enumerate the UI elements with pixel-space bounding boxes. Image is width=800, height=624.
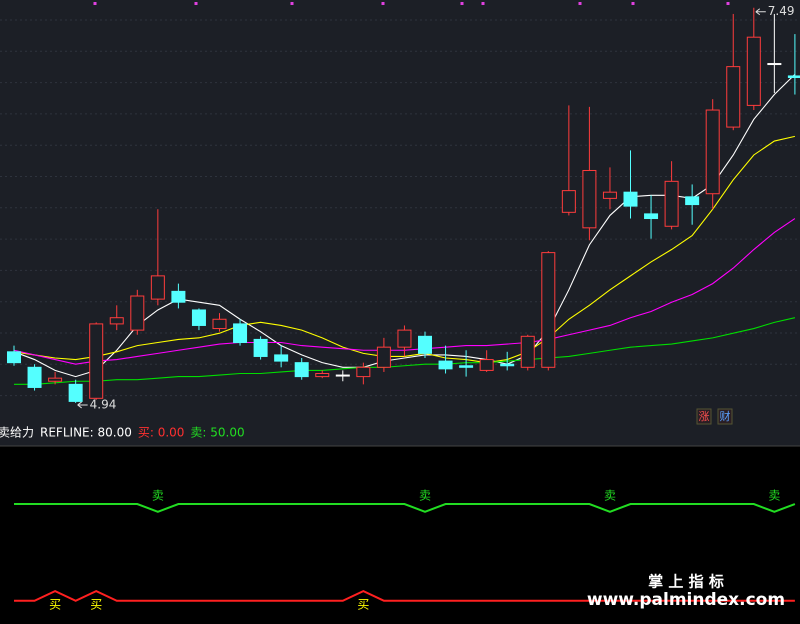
candle-body xyxy=(335,374,350,377)
marker-dot xyxy=(460,2,464,5)
signal-label: 卖 xyxy=(768,488,780,502)
candle-body xyxy=(438,360,453,370)
candle-body xyxy=(418,335,432,354)
candle-body xyxy=(397,329,412,348)
candle-body xyxy=(582,169,597,229)
annotation-arrow xyxy=(755,8,766,16)
price-panel xyxy=(0,0,800,446)
candle-body xyxy=(376,346,391,368)
min-label: 4.94 xyxy=(90,397,117,411)
candle-body xyxy=(7,351,21,364)
candle-body xyxy=(500,363,515,367)
candle-body xyxy=(109,317,124,325)
candle-body xyxy=(48,377,63,382)
candle-body xyxy=(212,318,227,330)
candle-body xyxy=(746,36,761,106)
candle-body xyxy=(541,252,556,368)
signal-label: 买 xyxy=(357,598,369,612)
candle-body xyxy=(27,366,42,388)
candle-body xyxy=(705,109,720,195)
badge-box xyxy=(717,408,733,425)
candle-body xyxy=(787,75,800,78)
candle-body xyxy=(130,295,145,331)
signal-label: 买 xyxy=(49,598,61,612)
indicator-header: REFLINE: 80.00 xyxy=(40,426,132,440)
candle-body xyxy=(171,290,186,303)
candle-body xyxy=(253,338,268,357)
signal-label: 卖 xyxy=(152,488,164,502)
candle-body xyxy=(315,373,330,378)
candle-body xyxy=(233,323,248,344)
signal-label: 买 xyxy=(90,598,102,612)
candle-body xyxy=(520,335,535,368)
marker-dot xyxy=(578,2,582,5)
candle-body xyxy=(150,275,165,300)
candle-body xyxy=(191,309,206,326)
candle-body xyxy=(356,366,371,378)
indicator-line xyxy=(14,590,795,602)
moving-average xyxy=(13,135,796,364)
candle-body xyxy=(294,362,309,378)
candle-body xyxy=(274,354,289,362)
badge: 财 xyxy=(720,409,731,423)
badge-box xyxy=(696,408,712,425)
candle-body xyxy=(644,213,659,220)
marker-dot xyxy=(194,2,198,5)
candle-body xyxy=(664,180,679,227)
candle-body xyxy=(726,66,741,128)
candle-body xyxy=(479,359,494,371)
watermark-url: www.palmindex.com xyxy=(587,590,785,610)
indicator-header: 买: 0.00 xyxy=(138,426,185,440)
marker-dot xyxy=(631,2,635,5)
indicator-line xyxy=(14,503,796,513)
marker-dot xyxy=(93,2,97,5)
marker-dot xyxy=(381,2,385,5)
indicator-header: 卖: 50.00 xyxy=(190,426,244,440)
candle-body xyxy=(602,191,617,199)
marker-dot xyxy=(726,2,730,5)
candle-body xyxy=(767,63,782,66)
candle-body xyxy=(623,191,638,207)
badge: 涨 xyxy=(699,410,710,423)
signal-label: 卖 xyxy=(419,488,431,502)
moving-average xyxy=(14,317,796,385)
marker-dot xyxy=(481,2,485,5)
indicator-panel xyxy=(0,446,800,624)
marker-dot xyxy=(290,2,294,5)
indicator-header: 卖给力 xyxy=(0,426,34,440)
candle-body xyxy=(459,365,474,368)
watermark-title: 掌 上 指 标 xyxy=(648,573,724,591)
annotation-arrow xyxy=(77,401,88,409)
candle-body xyxy=(561,190,576,213)
candle-body xyxy=(685,196,700,206)
candle-body xyxy=(68,383,83,402)
max-label: 7.49 xyxy=(768,4,795,18)
signal-label: 卖 xyxy=(604,488,616,502)
candle-body xyxy=(89,323,104,399)
